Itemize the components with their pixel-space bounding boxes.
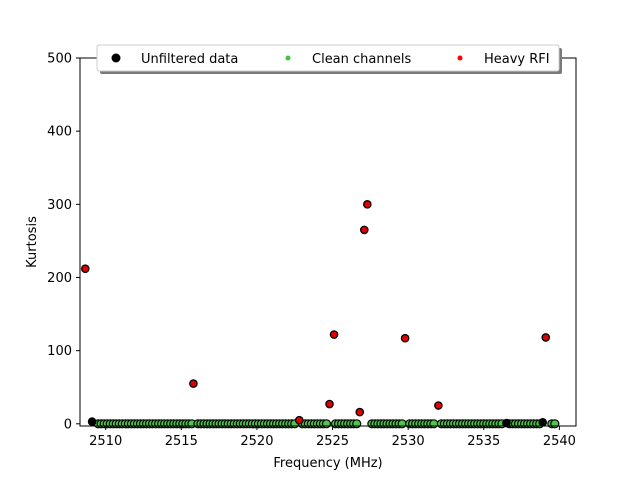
clean-channel-marker	[354, 421, 360, 427]
clean-channel-marker	[399, 421, 405, 427]
legend-marker-unfiltered	[111, 53, 121, 63]
y-tick-label: 300	[47, 198, 72, 213]
clean-channel-marker	[552, 421, 558, 427]
x-tick-label: 2515	[165, 434, 198, 449]
legend-label-rfi: Heavy RFI	[484, 52, 550, 67]
rfi-point	[435, 402, 442, 409]
rfi-point	[356, 409, 363, 416]
legend-marker-clean	[285, 55, 291, 61]
rfi-point	[364, 201, 371, 208]
x-axis-label: Frequency (MHz)	[273, 456, 382, 471]
y-tick-label: 100	[47, 344, 72, 359]
y-axis-label: Kurtosis	[25, 216, 40, 268]
unfiltered-point	[538, 418, 548, 427]
x-tick-label: 2530	[392, 434, 425, 449]
rfi-point	[190, 380, 197, 387]
y-tick-label: 500	[47, 52, 72, 67]
x-tick-label: 2535	[467, 434, 500, 449]
x-tick-label: 2520	[240, 434, 273, 449]
y-axis-ticks: 0 100 200 300 400 500	[47, 52, 80, 432]
y-tick-label: 200	[47, 271, 72, 286]
unfiltered-point	[502, 418, 511, 428]
unfiltered-point	[87, 417, 97, 426]
legend-marker-rfi	[457, 55, 463, 61]
plot-frame	[79, 57, 577, 427]
rfi-point	[296, 417, 303, 424]
x-axis-ticks: 2510 2515 2520 2525 2530 2535 2540	[89, 426, 576, 449]
legend-label-clean: Clean channels	[312, 52, 411, 67]
data-points	[80, 200, 560, 429]
x-tick-label: 2510	[89, 434, 122, 449]
legend-box	[96, 44, 560, 72]
rfi-point	[82, 265, 89, 272]
rfi-point	[326, 401, 333, 408]
clean-channel-marker	[189, 421, 195, 427]
y-tick-label: 400	[47, 125, 72, 140]
y-tick-label: 0	[64, 417, 72, 432]
rfi-point	[361, 226, 368, 233]
x-tick-label: 2525	[316, 434, 349, 449]
legend-label-unfiltered: Unfiltered data	[141, 52, 238, 67]
rfi-point	[402, 335, 409, 342]
x-tick-label: 2540	[543, 434, 576, 449]
clean-channel-marker	[323, 421, 330, 427]
legend: Unfiltered data Clean channels Heavy RFI	[96, 44, 562, 74]
rfi-point	[542, 334, 549, 341]
clean-channel-marker	[431, 421, 437, 427]
rfi-point	[331, 331, 338, 338]
